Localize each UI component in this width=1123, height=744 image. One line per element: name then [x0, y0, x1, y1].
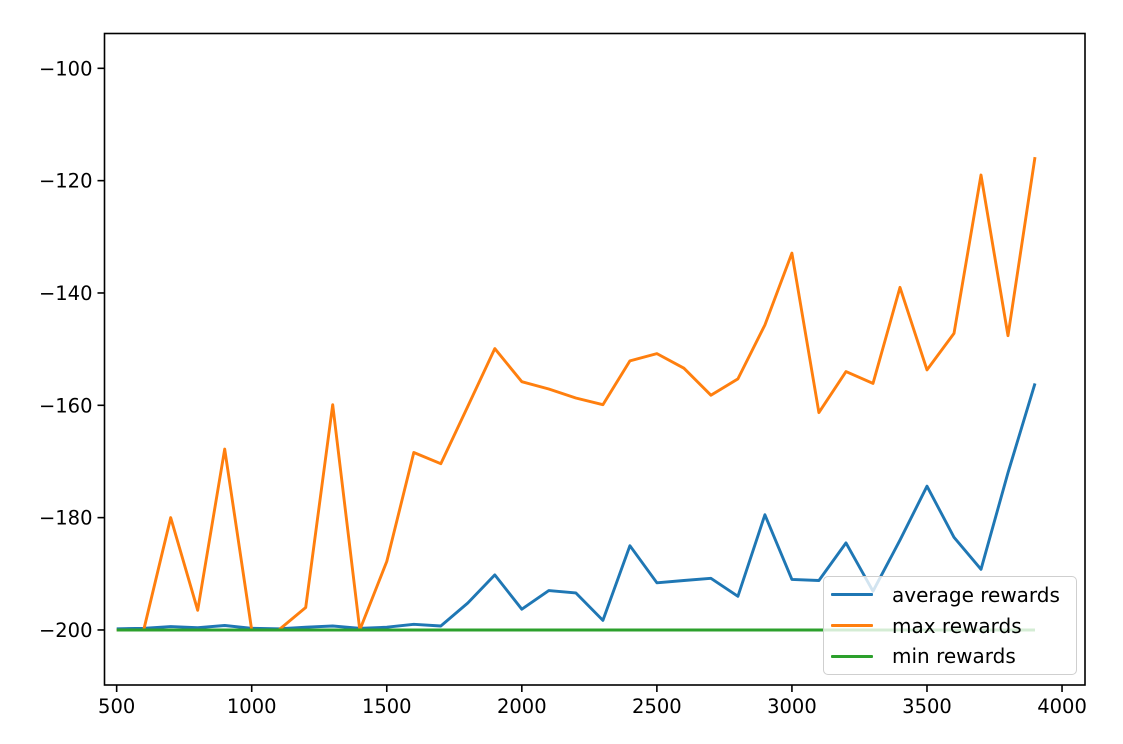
legend-label-average: average rewards [892, 582, 1060, 607]
x-tick-label: 2500 [632, 695, 682, 718]
legend-line-sample-max [831, 624, 873, 627]
legend-label-min: min rewards [892, 644, 1016, 669]
legend: average rewards max rewards min rewards [823, 576, 1077, 675]
legend-item-average-rewards: average rewards [831, 580, 1068, 610]
legend-line-sample-min [831, 654, 873, 658]
x-tick-label: 3000 [767, 695, 817, 718]
legend-item-max-rewards: max rewards [831, 611, 1068, 641]
legend-label-max: max rewards [892, 613, 1022, 638]
x-tick-label: 3500 [902, 695, 952, 718]
y-tick-label: −120 [39, 170, 93, 193]
x-tick-label: 2000 [497, 695, 547, 718]
x-tick-label: 4000 [1037, 695, 1087, 718]
x-tick-label: 1000 [227, 695, 277, 718]
y-tick-label: −180 [39, 507, 93, 530]
plot-frame [103, 32, 1086, 686]
y-tick-label: −160 [39, 394, 93, 417]
y-tick-label: −200 [39, 619, 93, 642]
x-tick-label: 1500 [362, 695, 412, 718]
y-tick-label: −100 [39, 57, 93, 80]
legend-line-sample-average [831, 593, 873, 597]
x-tick-label: 500 [98, 695, 135, 718]
legend-item-min-rewards: min rewards [831, 641, 1068, 671]
y-tick-label: −140 [39, 282, 93, 305]
series-line-max-rewards [116, 156, 1037, 632]
